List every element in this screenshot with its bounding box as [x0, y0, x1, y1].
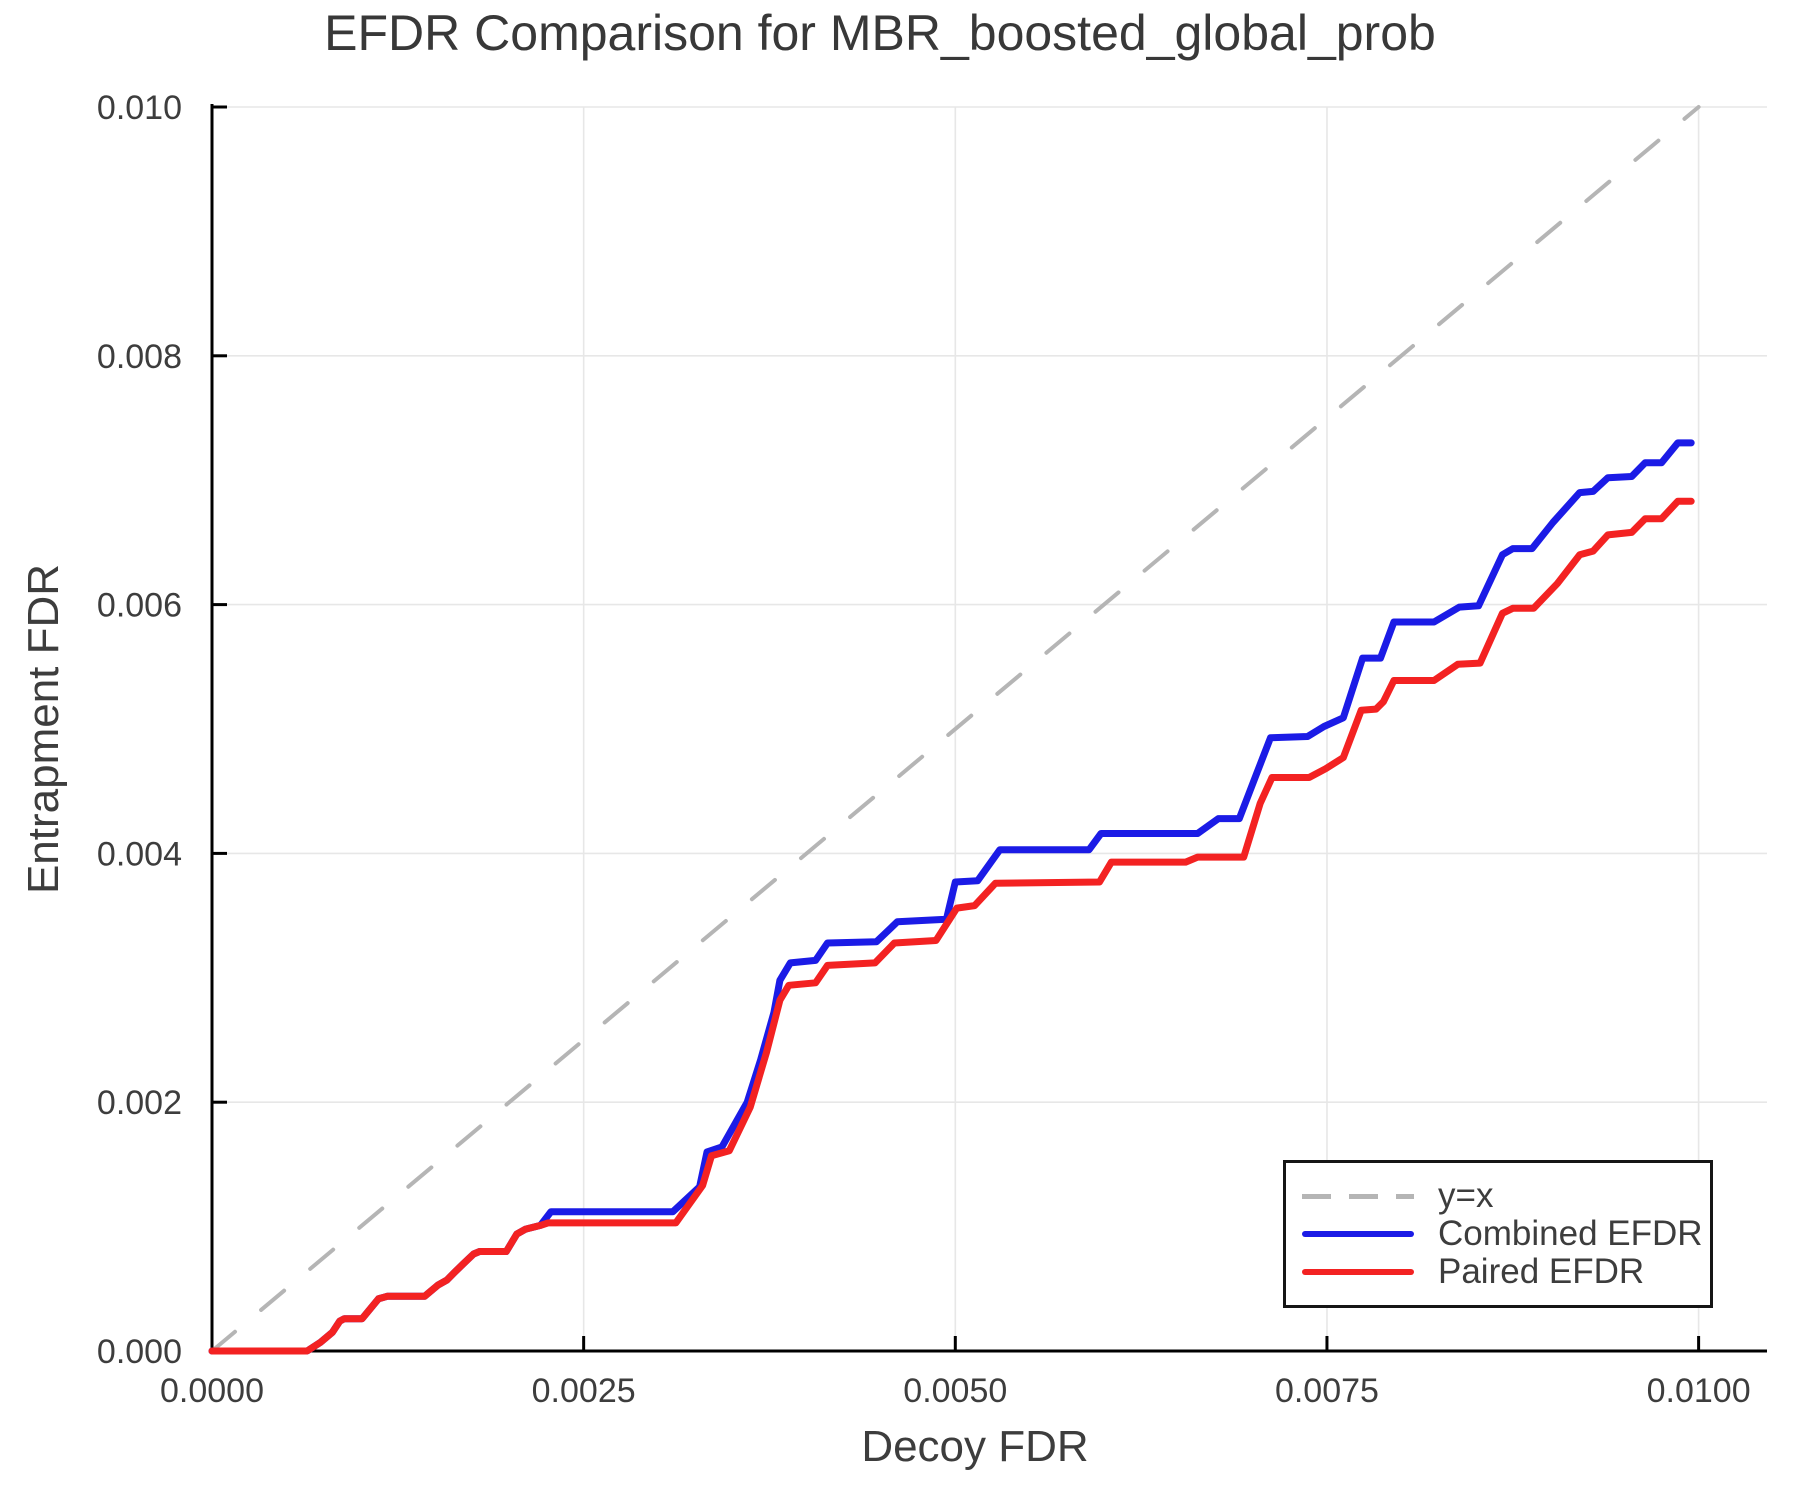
identity-line	[210, 105, 1701, 1353]
x-tick-label: 0.0075	[1275, 1372, 1379, 1410]
legend-item-paired: Paired EFDR	[1302, 1252, 1694, 1291]
combined-line-swatch	[1302, 1231, 1414, 1237]
paired-line-swatch	[1302, 1269, 1414, 1275]
x-tick-label: 0.0000	[160, 1372, 264, 1410]
x-tick-label: 0.0050	[903, 1372, 1007, 1410]
identity-line-swatch	[1302, 1193, 1414, 1199]
legend-item-identity: y=x	[1302, 1176, 1694, 1215]
x-tick-label: 0.0100	[1647, 1372, 1751, 1410]
legend-label-identity: y=x	[1438, 1176, 1494, 1215]
y-tick-label: 0.006	[97, 587, 182, 625]
legend-label-combined: Combined EFDR	[1438, 1214, 1703, 1253]
y-tick-label: 0.000	[97, 1333, 182, 1371]
y-tick-label: 0.010	[97, 89, 182, 127]
y-tick-label: 0.002	[97, 1084, 182, 1122]
legend-label-paired: Paired EFDR	[1438, 1252, 1645, 1291]
paired-efdr-line	[208, 497, 1695, 1355]
x-axis-label: Decoy FDR	[861, 1422, 1089, 1471]
y-tick-label: 0.004	[97, 835, 182, 873]
legend: y=x Combined EFDR Paired EFDR	[1283, 1160, 1713, 1308]
y-tick-label: 0.008	[97, 338, 182, 376]
legend-item-combined: Combined EFDR	[1302, 1214, 1703, 1253]
chart-title: EFDR Comparison for MBR_boosted_global_p…	[324, 5, 1436, 61]
x-tick-label: 0.0025	[532, 1372, 636, 1410]
